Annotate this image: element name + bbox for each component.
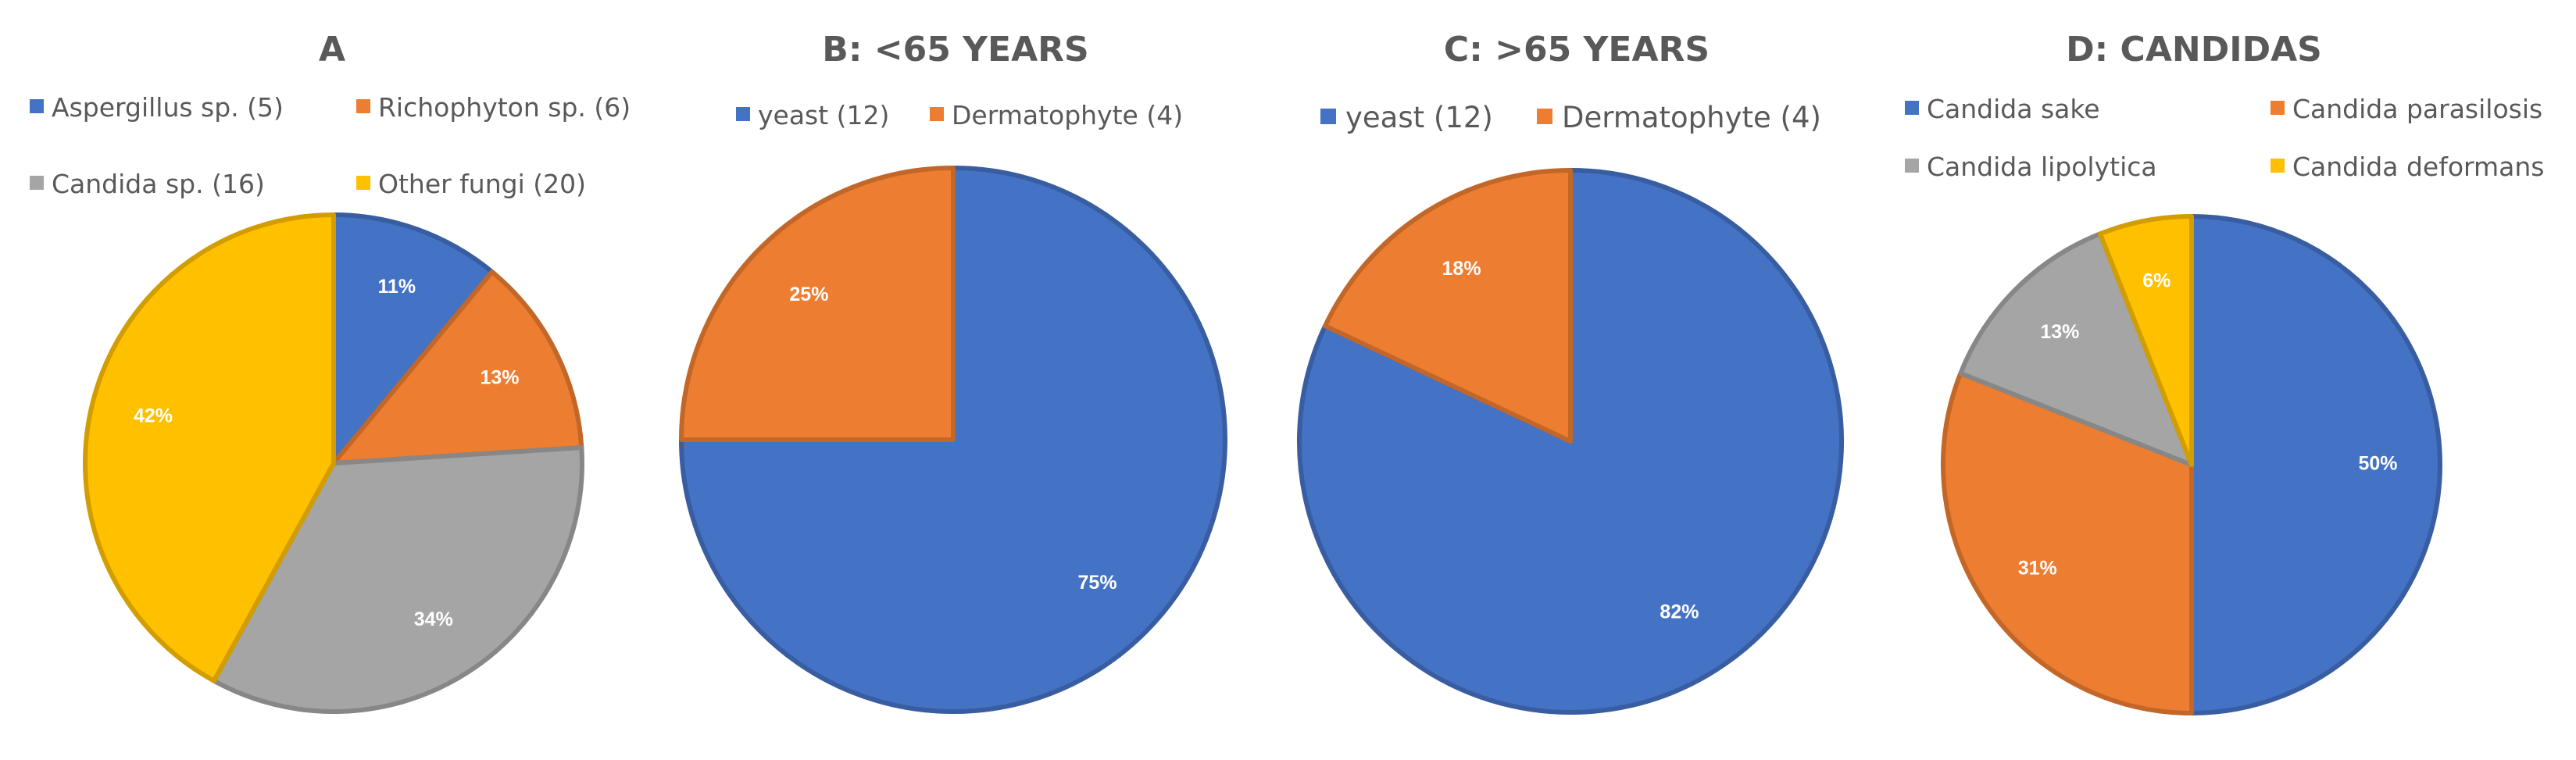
legend-entry: Dermatophyte (4) <box>952 100 1183 130</box>
legend-swatch <box>1320 109 1336 124</box>
legend-entry: Other fungi (20) <box>378 169 586 199</box>
legend: yeast (12) Dermatophyte (4) <box>736 100 1183 130</box>
pie-slice <box>1958 231 2194 467</box>
legend-entry: Candida sake <box>1927 94 2100 124</box>
pie-slice <box>1323 168 1573 444</box>
pie-area: 11% 13% 34% 42% <box>83 212 584 714</box>
pie-slice <box>2097 214 2194 467</box>
legend-swatch <box>1537 109 1552 124</box>
pie-slice <box>83 212 336 683</box>
legend-entry: yeast (12) <box>758 100 889 130</box>
slice-data-label: 25% <box>789 284 828 305</box>
slice-data-label: 50% <box>2358 453 2397 475</box>
legend-swatch <box>2271 101 2285 115</box>
chart-a: A Aspergillus sp. (5) Richophyton sp. (6… <box>30 30 631 714</box>
pie-area: 82% 18% <box>1297 168 1844 715</box>
chart-d: D: CANDIDAS Candida sake Candida parasil… <box>1905 30 2544 715</box>
chart-c: C: >65 YEARS yeast (12) Dermatophyte (4)… <box>1297 30 1844 715</box>
slice-data-label: 82% <box>1660 601 1699 623</box>
slice-data-label: 75% <box>1078 572 1117 594</box>
slice-data-label: 31% <box>2018 558 2057 580</box>
legend-swatch <box>1905 159 1919 173</box>
pie-slice <box>331 212 495 466</box>
slice-data-label: 11% <box>377 276 416 298</box>
legend-entry: Candida parasilosis <box>2292 94 2542 124</box>
legend: Candida sake Candida parasilosis Candida… <box>1905 94 2544 182</box>
legend-entry: Candida deformans <box>2292 152 2544 182</box>
slice-data-label: 13% <box>480 366 519 388</box>
chart-b: B: <65 YEARS yeast (12) Dermatophyte (4)… <box>679 30 1227 714</box>
legend-swatch <box>356 176 370 190</box>
legend-entry: Aspergillus sp. (5) <box>52 92 284 123</box>
pie-area: 75% 25% <box>679 166 1227 714</box>
legend: yeast (12) Dermatophyte (4) <box>1320 101 1821 134</box>
legend-swatch <box>356 99 370 113</box>
slice-data-label: 13% <box>2040 321 2079 343</box>
legend-swatch <box>930 107 944 121</box>
pie-slice <box>2189 214 2442 715</box>
chart-title: B: <65 YEARS <box>822 30 1088 70</box>
legend-swatch <box>30 176 44 190</box>
pie-slice <box>1941 370 2194 715</box>
pie-area: 50% 31% 13% 6% <box>1941 214 2442 715</box>
legend-entry: Richophyton sp. (6) <box>378 92 631 123</box>
pie-slice <box>679 166 1227 714</box>
pie-slice <box>1297 168 1844 715</box>
legend: Aspergillus sp. (5) Richophyton sp. (6) … <box>30 92 631 199</box>
slice-data-label: 18% <box>1442 258 1481 280</box>
legend-swatch <box>1905 101 1919 115</box>
legend-swatch <box>30 99 44 113</box>
legend-entry: yeast (12) <box>1345 101 1493 134</box>
chart-title: D: CANDIDAS <box>2066 30 2322 70</box>
pie-slice <box>679 166 956 442</box>
slice-data-label: 6% <box>2142 269 2170 291</box>
legend-swatch <box>736 107 750 121</box>
pie-slice <box>331 269 584 466</box>
legend-swatch <box>2271 159 2285 173</box>
legend-entry: Candida sp. (16) <box>52 169 265 199</box>
chart-title: C: >65 YEARS <box>1444 30 1710 70</box>
legend-entry: Dermatophyte (4) <box>1562 101 1821 134</box>
slice-data-label: 42% <box>134 405 173 426</box>
slice-data-label: 34% <box>414 608 453 630</box>
legend-entry: Candida lipolytica <box>1927 152 2157 182</box>
chart-title: A <box>319 30 345 70</box>
